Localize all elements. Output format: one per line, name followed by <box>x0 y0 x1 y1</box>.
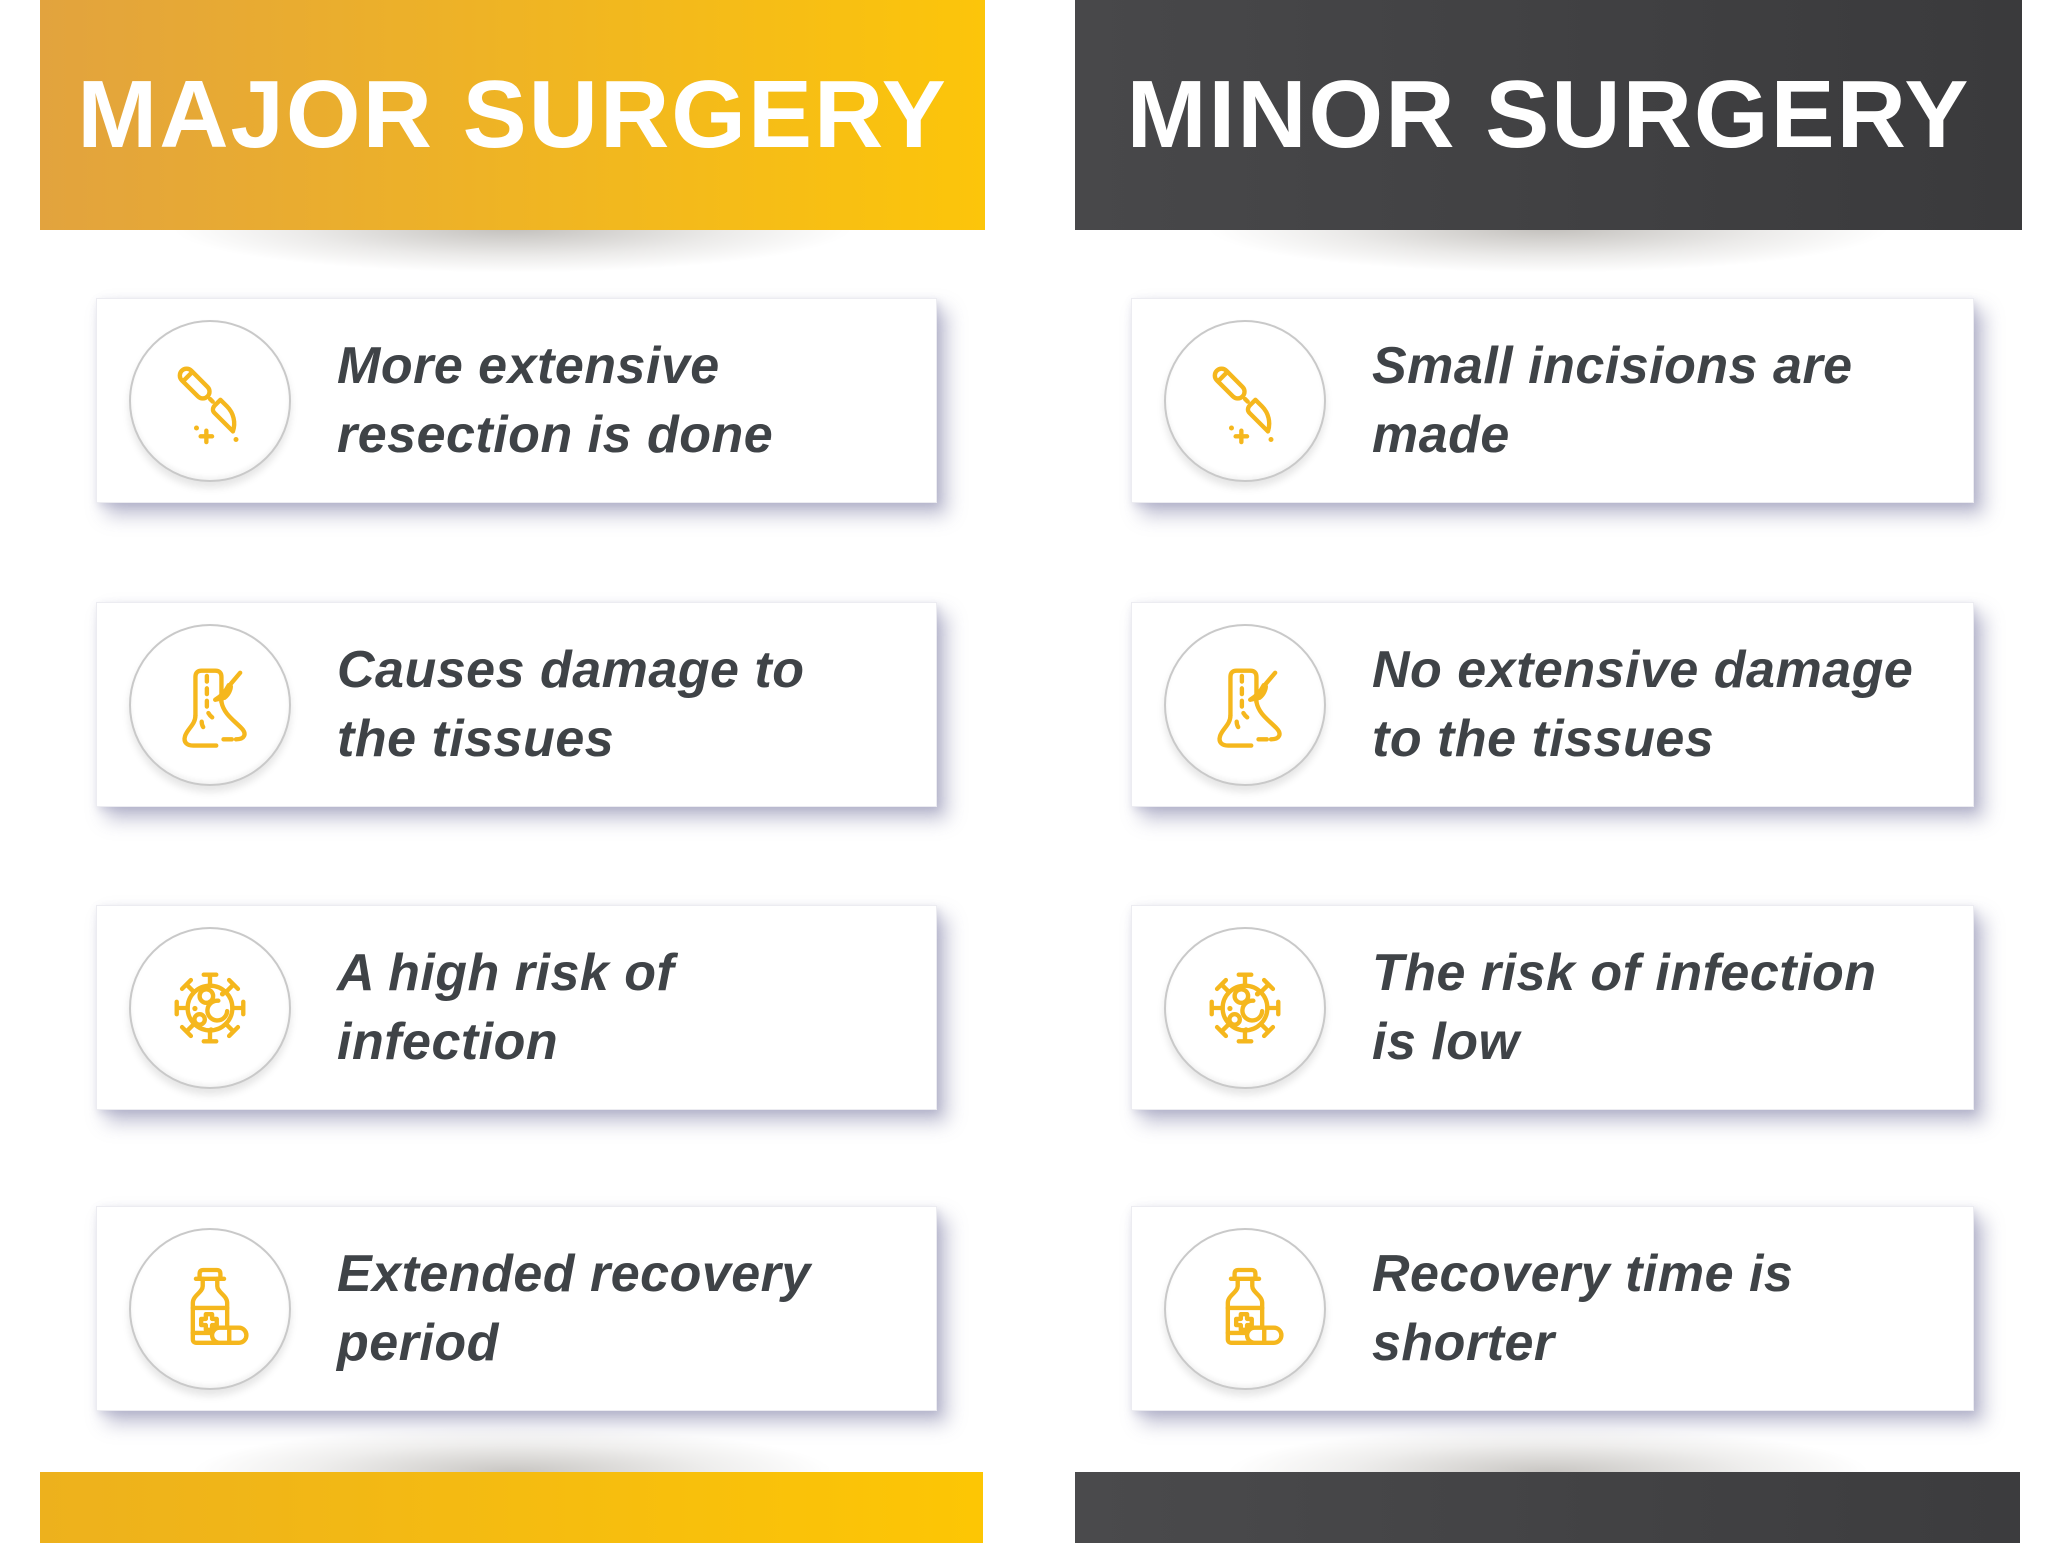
major-surgery-title: MAJOR SURGERY <box>77 61 948 168</box>
icon-circle <box>129 1227 291 1390</box>
medicine-bottle-icon <box>1193 1257 1297 1361</box>
virus-icon <box>158 956 262 1060</box>
header-shadow <box>1093 228 2004 290</box>
info-card: Extended recovery period <box>96 1206 937 1411</box>
card-label: Extended recovery period <box>337 1244 811 1372</box>
major-bottom-bar <box>40 1472 983 1543</box>
card-label: Recovery time is shorter <box>1372 1244 1794 1372</box>
icon-circle <box>129 319 291 482</box>
icon-circle <box>1164 926 1326 1089</box>
info-card: Causes damage to the tissues <box>96 602 937 807</box>
card-label: A high risk of infection <box>337 943 675 1071</box>
minor-bottom-bar <box>1075 1472 2020 1543</box>
scalpel-icon <box>158 349 262 453</box>
info-card: More extensive resection is done <box>96 298 937 503</box>
icon-circle <box>1164 623 1326 786</box>
major-surgery-column: MAJOR SURGERY More extensive resection i… <box>40 0 985 1543</box>
icon-circle <box>1164 1227 1326 1390</box>
foot-incision-icon <box>1193 653 1297 757</box>
icon-circle <box>1164 319 1326 482</box>
header-shadow <box>58 228 967 290</box>
info-card: Recovery time is shorter <box>1131 1206 1974 1411</box>
foot-incision-icon <box>158 653 262 757</box>
info-card: No extensive damage to the tissues <box>1131 602 1974 807</box>
icon-circle <box>129 926 291 1089</box>
card-label: Small incisions are made <box>1372 336 1853 464</box>
major-surgery-header: MAJOR SURGERY <box>40 0 985 230</box>
virus-icon <box>1193 956 1297 1060</box>
info-card: Small incisions are made <box>1131 298 1974 503</box>
medicine-bottle-icon <box>158 1257 262 1361</box>
scalpel-icon <box>1193 349 1297 453</box>
info-card: A high risk of infection <box>96 905 937 1110</box>
icon-circle <box>129 623 291 786</box>
info-card: The risk of infection is low <box>1131 905 1974 1110</box>
bottom-bar-shadow <box>68 1410 957 1472</box>
card-label: More extensive resection is done <box>337 336 774 464</box>
minor-surgery-column: MINOR SURGERY Small incisions are made <box>1075 0 2022 1543</box>
bottom-bar-shadow <box>1103 1410 1994 1472</box>
minor-surgery-title: MINOR SURGERY <box>1126 61 1971 168</box>
card-label: The risk of infection is low <box>1372 943 1877 1071</box>
minor-surgery-header: MINOR SURGERY <box>1075 0 2022 230</box>
card-label: Causes damage to the tissues <box>337 640 805 768</box>
card-label: No extensive damage to the tissues <box>1372 640 1914 768</box>
